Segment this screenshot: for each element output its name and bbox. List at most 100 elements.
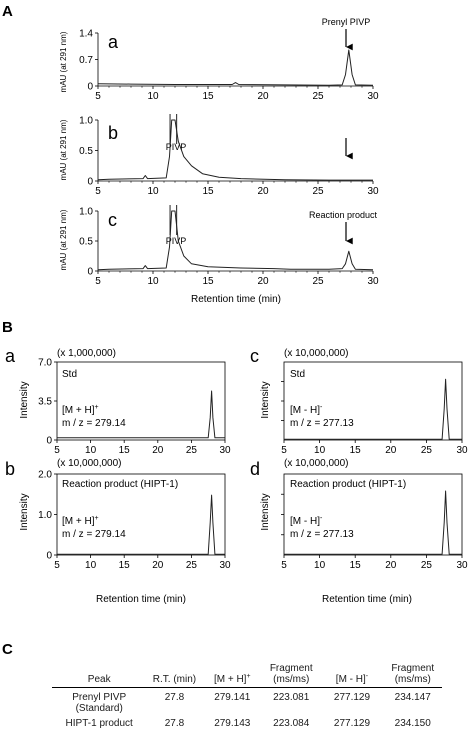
hplc-ylabel-c: mAU (at 291 nm)	[59, 209, 68, 270]
ms-mz-a: m / z = 279.14	[62, 418, 126, 429]
ms-plot-label-d: d	[250, 459, 260, 479]
panel-label-c: C	[2, 641, 13, 658]
hplc-arrow-label-reaction-product: Reaction product	[309, 210, 378, 220]
ms-plot-label-c: c	[250, 346, 259, 366]
cell-mh-minus: 277.129	[333, 718, 371, 729]
hplc-c-x-tick-label: 25	[312, 276, 324, 287]
hplc-b-x-tick-label: 30	[367, 186, 379, 197]
hplc-b-x-tick-label: 25	[312, 186, 324, 197]
cell-fragment-2: 234.147	[394, 692, 431, 703]
cell-fragment-1: 223.081	[273, 692, 310, 703]
results-table: Peak R.T. (min) [M + H]+ Fragment (ms/ms…	[52, 663, 442, 729]
chart-hplc-a: 5 10 15 20 25 30 0 0.7 1.4	[79, 29, 379, 103]
ms-xlabel-right: Retention time (min)	[322, 594, 412, 605]
ms-d-trace-line	[284, 490, 462, 555]
hplc-a-x-tick-label: 25	[312, 91, 324, 102]
ms-a-x-tick-label: 30	[219, 445, 231, 456]
ms-sample-b: Reaction product (HIPT-1)	[62, 479, 178, 490]
ms-panel: a b c d (x 1,000,000) (x 10,000,000) (x …	[5, 346, 412, 605]
hplc-b-x-tick-label: 15	[202, 186, 214, 197]
ms-a-x-tick-label: 10	[85, 445, 97, 456]
ms-plot-label-b: b	[5, 459, 15, 479]
ms-b-y-tick-label: 0	[46, 551, 52, 562]
ms-d-x-tick-label: 25	[421, 560, 433, 571]
hplc-ylabel-b: mAU (at 291 nm)	[59, 119, 68, 180]
hplc-b-trace-line	[97, 119, 373, 181]
hplc-b-x-tick-label: 10	[147, 186, 159, 197]
header-fragment-2: Fragment (ms/ms)	[383, 663, 442, 688]
ms-scale-b: (x 10,000,000)	[57, 458, 122, 469]
table-row: HIPT-1 product 27.8 279.143 223.084 277.…	[52, 714, 442, 729]
hplc-ylabel-a: mAU (at 291 nm)	[59, 31, 68, 92]
chart-hplc-b: 5 10 15 20 25 30 0 0.5 1.0	[79, 114, 379, 197]
ms-ion-c: [M - H]-	[290, 404, 323, 416]
hplc-panel: a b c mAU (at 291 nm) mAU (at 291 nm) mA…	[59, 17, 378, 305]
cell-rt: 27.8	[164, 718, 185, 729]
hplc-a-y-tick-label: 0	[87, 82, 93, 93]
ms-sample-d: Reaction product (HIPT-1)	[290, 479, 406, 490]
ms-d-x-tick-label: 5	[281, 560, 287, 571]
ms-scale-a: (x 1,000,000)	[57, 348, 116, 359]
ms-b-x-tick-label: 5	[54, 560, 60, 571]
hplc-a-trace-line	[97, 49, 374, 86]
hplc-c-trace-line	[97, 210, 374, 271]
ms-a-x-tick-label: 20	[152, 445, 164, 456]
ms-d-x-tick-label: 30	[456, 560, 468, 571]
hplc-peak-label-pivp-b: PIVP	[166, 142, 187, 152]
table-row: Prenyl PIVP (Standard) 27.8 279.141 223.…	[52, 688, 442, 715]
ms-b-y-tick-label: 2.0	[38, 470, 52, 481]
hplc-c-y-tick-label: 0.5	[79, 237, 93, 248]
hplc-a-x-tick-label: 10	[147, 91, 159, 102]
ms-c-x-tick-label: 25	[421, 445, 433, 456]
hplc-c-y-tick-label: 1.0	[79, 207, 93, 218]
ms-a-x-tick-label: 25	[186, 445, 198, 456]
ms-sample-c: Std	[290, 369, 305, 380]
table-header-row: Peak R.T. (min) [M + H]+ Fragment (ms/ms…	[52, 663, 442, 688]
ms-ylabel-d: Intensity	[260, 493, 271, 530]
cell-mh-plus: 279.143	[214, 718, 251, 729]
ms-d-x-tick-label: 10	[314, 560, 326, 571]
hplc-a-x-tick-label: 20	[257, 91, 269, 102]
ms-b-x-tick-label: 10	[85, 560, 97, 571]
hplc-c-x-tick-label: 15	[202, 276, 214, 287]
hplc-c-x-tick-label: 5	[95, 276, 101, 287]
ms-c-x-tick-label: 10	[314, 445, 326, 456]
ms-scale-d: (x 10,000,000)	[284, 458, 349, 469]
ms-a-y-tick-label: 0	[46, 436, 52, 447]
hplc-trace-label-c: c	[108, 210, 117, 230]
chart-ms-a: 5 10 15 20 25 30 0 3.5 7.0	[38, 358, 231, 457]
hplc-a-y-tick-label: 1.4	[79, 29, 93, 40]
hplc-b-y-tick-label: 1.0	[79, 116, 93, 127]
hplc-trace-label-a: a	[108, 32, 119, 52]
header-rt: R.T. (min)	[146, 663, 203, 688]
chart-ms-d: 5 10 15 20 25 30	[281, 473, 468, 571]
ms-c-x-tick-label: 20	[385, 445, 397, 456]
cell-mh-minus: 277.129	[333, 692, 371, 703]
ms-ion-d: [M - H]-	[290, 515, 323, 527]
ms-mz-b: m / z = 279.14	[62, 529, 126, 540]
hplc-peak-label-pivp-c: PIVP	[166, 236, 187, 246]
ms-a-y-tick-label: 7.0	[38, 358, 52, 369]
panel-label-b: B	[2, 319, 13, 336]
ms-scale-c: (x 10,000,000)	[284, 348, 349, 359]
hplc-peak-label-prenyl-pivp: Prenyl PIVP	[322, 17, 371, 27]
ms-mz-c: m / z = 277.13	[290, 418, 354, 429]
chart-hplc-c: 5 10 15 20 25 30 0 0.5 1.0	[79, 205, 379, 287]
cell-peak: Prenyl PIVP (Standard)	[72, 692, 127, 714]
hplc-c-x-tick-label: 20	[257, 276, 269, 287]
hplc-b-x-tick-label: 20	[257, 186, 269, 197]
panel-label-a: A	[2, 3, 13, 20]
ms-d-x-tick-label: 15	[350, 560, 362, 571]
hplc-c-x-tick-label: 10	[147, 276, 159, 287]
hplc-b-x-tick-label: 5	[95, 186, 101, 197]
ms-c-x-tick-label: 30	[456, 445, 468, 456]
hplc-c-x-tick-label: 30	[367, 276, 379, 287]
header-mh-plus: [M + H]+	[202, 663, 262, 688]
ms-c-x-tick-label: 5	[281, 445, 287, 456]
ms-b-x-tick-label: 20	[152, 560, 164, 571]
hplc-c-y-tick-label: 0	[87, 267, 93, 278]
ms-ylabel-c: Intensity	[260, 381, 271, 418]
ms-mz-d: m / z = 277.13	[290, 529, 354, 540]
ms-ion-b: [M + H]+	[62, 515, 99, 527]
